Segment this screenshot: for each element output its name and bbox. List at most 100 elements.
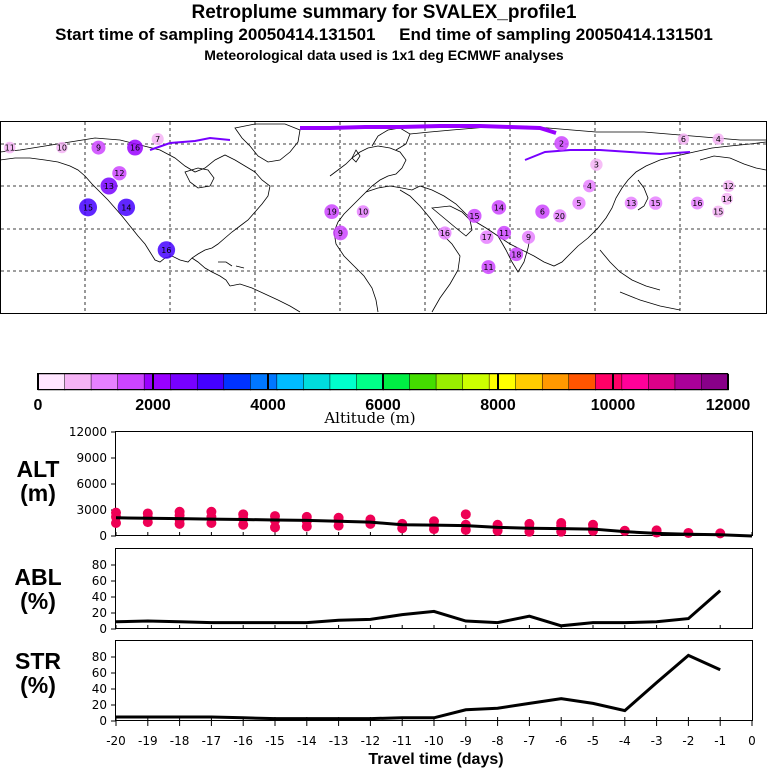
plume-circle: [521, 230, 536, 244]
plume-circle: [572, 196, 586, 210]
plume-label: 19: [327, 208, 337, 217]
coastline-siberia-north: [409, 125, 766, 141]
colorbar-cell: [250, 373, 278, 391]
plume-label: 11: [5, 144, 15, 153]
plume-circle: [3, 141, 16, 154]
x-tick-label: -7: [523, 734, 535, 748]
x-tick-label: -16: [233, 734, 253, 748]
plume-label: 9: [526, 233, 531, 242]
colorbar-cell: [488, 373, 517, 391]
plume-circle: [590, 158, 603, 171]
alt-scatter-points: [111, 506, 726, 539]
alt-ytick-label: 12000: [69, 425, 107, 439]
colorbar-tick-label: 10000: [591, 397, 636, 414]
x-tick-label: -4: [619, 734, 631, 748]
plume-circle: [648, 196, 663, 210]
abl-ytick-label: 40: [92, 590, 107, 604]
colorbar-cell: [568, 373, 597, 391]
x-tick-label: -2: [682, 734, 694, 748]
plume-label: 12: [724, 182, 734, 191]
plume-label: 10: [57, 144, 67, 153]
x-tick-label: -9: [460, 734, 472, 748]
x-tick-label: -13: [329, 734, 349, 748]
plume-label: 9: [338, 229, 343, 238]
colorbar-ticks: 0 2000 4000 6000 8000 10000 12000: [34, 374, 750, 414]
plume-label: 17: [482, 233, 492, 242]
coastline-north-america: [0, 137, 271, 263]
x-tick-label: -20: [106, 734, 126, 748]
plume-circle: [690, 196, 704, 210]
colorbar-cell: [701, 373, 729, 391]
coastline-africa-east: [399, 189, 461, 313]
coastline-caribbean: [218, 261, 245, 269]
plume-label: 7: [155, 135, 160, 144]
plume-label: 14: [494, 203, 504, 212]
plume-circle: [91, 140, 106, 155]
alt-scatter-point: [142, 508, 153, 519]
alt-panel-label: ALT: [16, 456, 59, 482]
colorbar-cell: [356, 373, 384, 391]
colorbar-cell: [170, 373, 198, 391]
colorbar-cell: [409, 373, 437, 391]
colorbar-cell: [37, 373, 66, 391]
colorbar-cell: [329, 373, 358, 391]
plume-label: 16: [692, 199, 702, 208]
colorbar-cell: [382, 373, 411, 391]
plume-circle: [438, 226, 452, 240]
colorbar-tick-label: 2000: [135, 397, 171, 414]
plume-circle: [56, 141, 68, 154]
abl-series-line: [115, 589, 722, 628]
plume-circle: [553, 209, 567, 223]
plume-label: 3: [594, 161, 599, 170]
plume-circle: [677, 133, 690, 145]
alt-scatter-point: [556, 518, 567, 528]
colorbar-cell: [595, 373, 623, 391]
plume-circle: [112, 166, 127, 181]
plume-label: 10: [358, 208, 368, 217]
plume-circle: [497, 225, 512, 240]
abl-panel-label: ABL: [14, 564, 61, 590]
plume-circle: [712, 133, 724, 145]
plume-label: 15: [713, 208, 723, 217]
abl-panel-unit: (%): [20, 588, 56, 614]
abl-ytick-label: 60: [92, 574, 107, 588]
alt-scatter-point: [270, 522, 280, 533]
plume-circle: [333, 225, 348, 241]
start-time-label: Start time of sampling 20050414.131501: [55, 25, 376, 44]
plume-label: 16: [440, 229, 450, 238]
coastline-india: [497, 235, 531, 273]
chart-title: Retroplume summary for SVALEX_profile1: [191, 2, 577, 23]
plume-circle: [509, 247, 524, 262]
x-tick-label: -12: [361, 734, 381, 748]
alt-panel-unit: (m): [20, 480, 56, 506]
x-tick-label: -19: [138, 734, 158, 748]
plume-label: 12: [114, 169, 124, 178]
colorbar-cell: [117, 373, 145, 391]
main-trajectory: [300, 124, 557, 135]
str-ytick-label: 60: [92, 666, 107, 680]
plume-circle: [127, 139, 143, 156]
plume-label: 4: [716, 135, 721, 144]
plume-circle: [117, 198, 136, 217]
altitude-colorbar: 0 2000 4000 6000 8000 10000 12000 Altitude (m): [34, 373, 750, 427]
x-tick-label: -1: [714, 734, 726, 748]
x-tick-label: -10: [424, 734, 444, 748]
sampling-times: Start time of sampling 20050414.131501 E…: [0, 25, 768, 45]
plume-label: 6: [681, 135, 686, 144]
coastline-japan: [637, 179, 649, 211]
alt-scatter-point: [111, 507, 121, 518]
str-series-line: [116, 653, 721, 721]
plume-label: 5: [576, 199, 581, 208]
colorbar-cell: [64, 373, 92, 391]
plume-label: 16: [130, 144, 140, 153]
plume-circle: [624, 196, 638, 210]
colorbar-cell: [196, 373, 225, 391]
map-frame: [0, 121, 767, 314]
plume-circle: [467, 208, 482, 223]
colorbar-tick-label: 4000: [250, 397, 286, 414]
plume-label: 14: [121, 203, 131, 212]
abl-y-axis: 0 20 40 60 80: [92, 558, 721, 636]
colorbar-cell: [276, 373, 305, 391]
plume-circle: [583, 179, 596, 193]
